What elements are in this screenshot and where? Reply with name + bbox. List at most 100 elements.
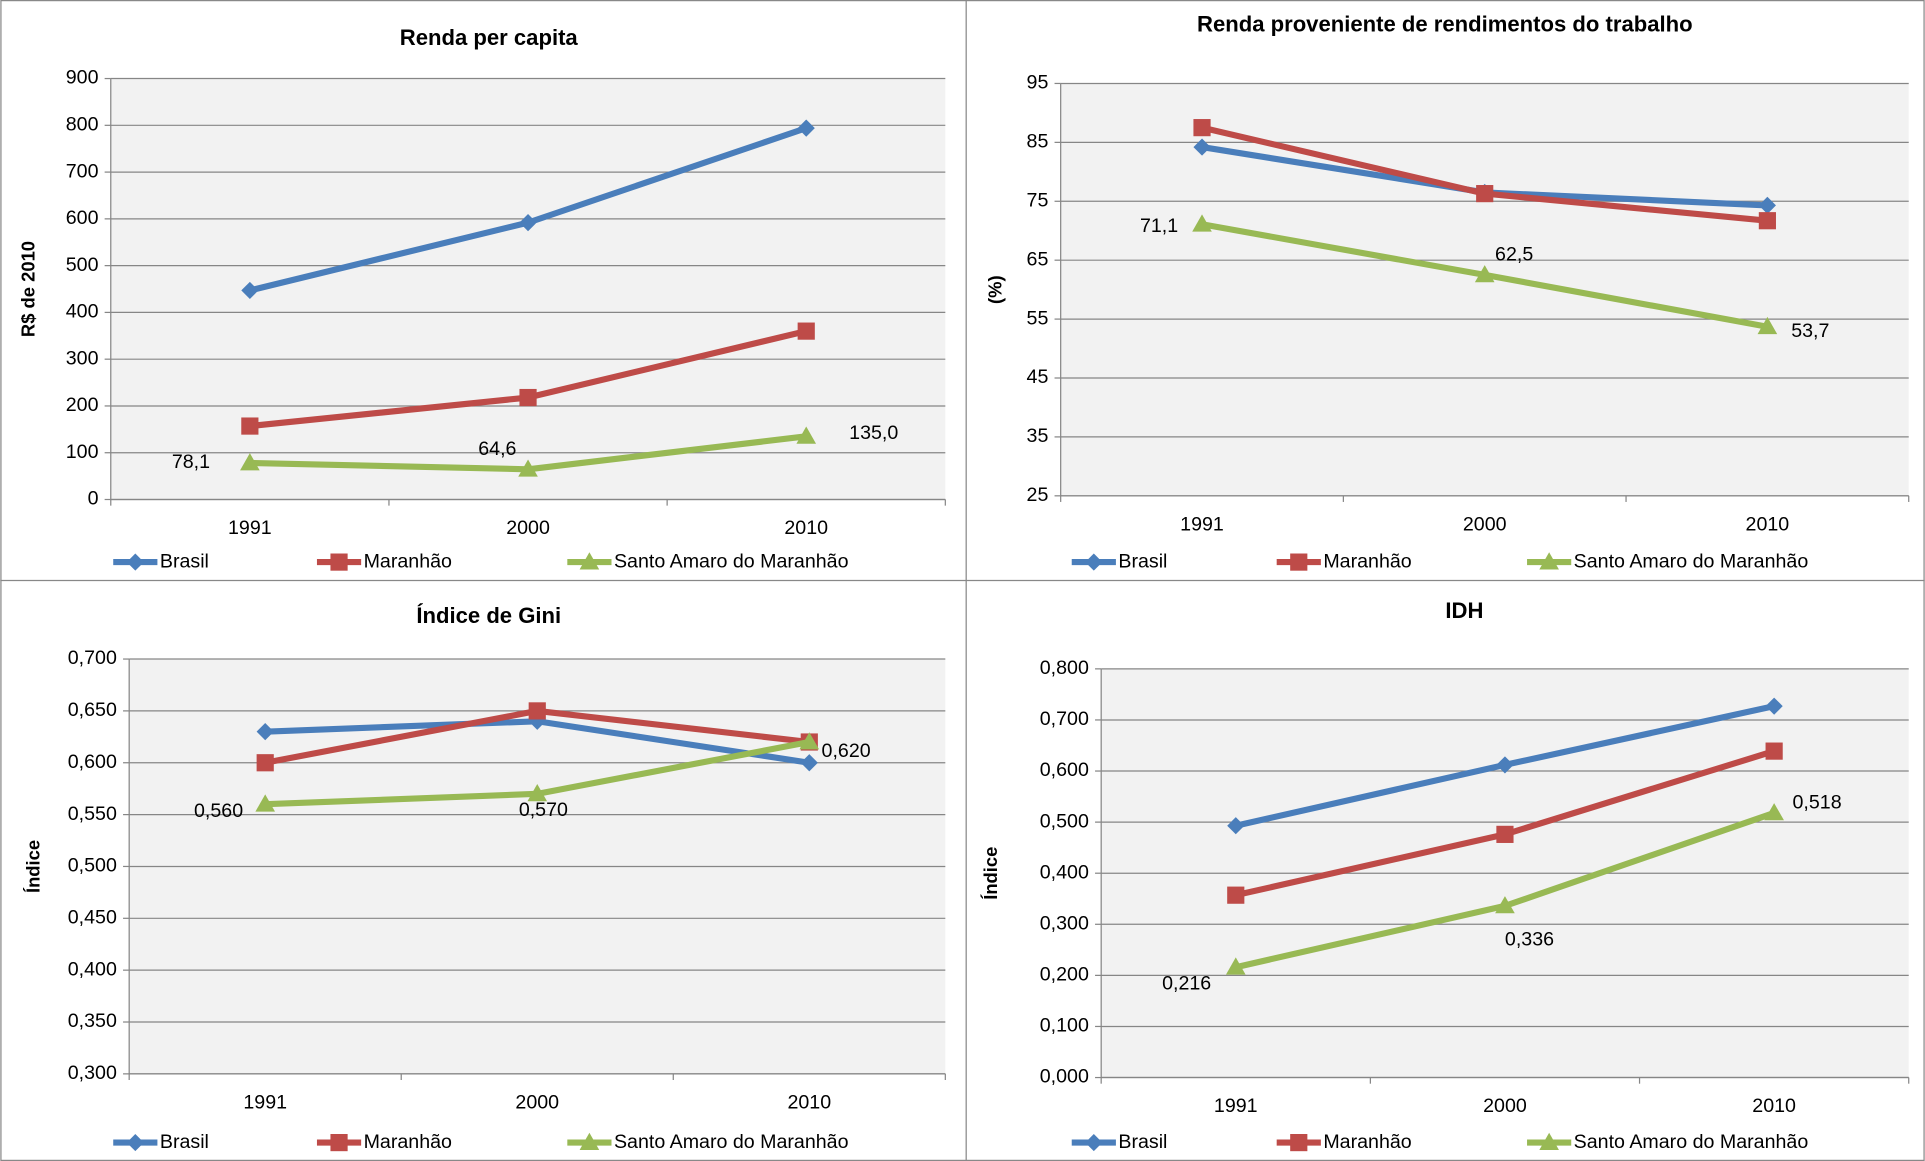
marker (519, 388, 537, 407)
y-tick-label: 600 (66, 207, 99, 229)
legend-label: Santo Amaro do Maranhão (614, 1131, 849, 1153)
y-tick-label: 55 (1027, 307, 1049, 329)
y-axis-label: Índice (980, 847, 1001, 900)
marker (330, 1134, 348, 1152)
plot-area (110, 78, 946, 500)
marker (1290, 553, 1308, 571)
y-tick-label: 0 (88, 488, 99, 510)
data-label: 0,336 (1505, 928, 1554, 950)
legend-label: Santo Amaro do Maranhão (614, 550, 849, 572)
legend-label: Brasil (1118, 1131, 1167, 1153)
y-tick-label: 0,500 (68, 855, 117, 877)
y-tick-label: 700 (66, 160, 99, 182)
legend-label: Maranhão (1323, 1131, 1411, 1153)
y-tick-label: 0,450 (68, 906, 117, 928)
marker (1539, 552, 1559, 570)
data-label: 0,518 (1793, 791, 1842, 813)
y-tick-label: 35 (1027, 425, 1049, 447)
x-tick-label: 1991 (243, 1092, 287, 1114)
y-axis-label: R$ de 2010 (18, 241, 39, 337)
marker (1227, 886, 1245, 904)
marker (579, 552, 600, 570)
y-tick-label: 85 (1027, 131, 1049, 153)
marker (1757, 316, 1778, 335)
y-tick-label: 0,800 (1040, 657, 1089, 679)
y-tick-label: 0,500 (1040, 810, 1089, 832)
data-label: 0,560 (194, 800, 243, 822)
x-tick-label: 2010 (787, 1092, 831, 1114)
marker (1290, 1134, 1308, 1152)
y-tick-label: 0,400 (1040, 861, 1089, 883)
data-label: 0,620 (822, 740, 871, 762)
y-tick-label: 0,300 (68, 1062, 117, 1084)
y-tick-label: 0,600 (1040, 759, 1089, 781)
marker (1765, 742, 1783, 760)
x-tick-label: 1991 (228, 517, 272, 539)
marker (800, 754, 818, 772)
legend-label: Brasil (160, 1131, 209, 1153)
x-tick-label: 2000 (1463, 513, 1507, 535)
y-tick-label: 75 (1027, 189, 1049, 211)
y-tick-label: 800 (66, 114, 99, 136)
marker (256, 723, 274, 741)
y-tick-label: 25 (1027, 484, 1049, 506)
data-label: 78,1 (172, 451, 210, 473)
data-label: 64,6 (478, 438, 516, 460)
y-tick-label: 0,350 (68, 1010, 117, 1032)
marker (1758, 196, 1776, 214)
y-tick-label: 0,000 (1040, 1066, 1089, 1088)
marker (1193, 119, 1211, 137)
marker (1764, 803, 1784, 821)
marker (1474, 265, 1495, 283)
x-tick-label: 2000 (1483, 1095, 1527, 1117)
y-tick-label: 0,200 (1040, 964, 1089, 986)
data-label: 0,216 (1162, 973, 1211, 995)
legend-label: Brasil (1118, 550, 1167, 572)
marker (579, 1132, 600, 1150)
marker (528, 702, 546, 720)
marker (1495, 896, 1515, 914)
legend-label: Maranhão (364, 1131, 452, 1153)
legend-label: Maranhão (364, 550, 452, 572)
x-tick-label: 2000 (515, 1092, 559, 1114)
x-tick-label: 2000 (506, 517, 550, 539)
marker (240, 453, 260, 471)
marker (796, 426, 817, 444)
y-tick-label: 0,550 (68, 803, 117, 825)
y-tick-label: 0,650 (68, 699, 117, 721)
y-tick-label: 45 (1027, 366, 1049, 388)
marker (1192, 214, 1212, 232)
y-tick-label: 0,300 (1040, 912, 1089, 934)
data-label: 135,0 (849, 422, 898, 444)
marker (255, 794, 276, 812)
x-tick-label: 1991 (1214, 1095, 1258, 1117)
marker (330, 553, 348, 571)
y-tick-label: 95 (1027, 72, 1049, 94)
y-tick-label: 0,700 (1040, 708, 1089, 730)
marker (241, 417, 259, 435)
y-tick-label: 0,700 (68, 647, 117, 669)
y-tick-label: 400 (66, 301, 99, 323)
marker (799, 732, 820, 750)
data-label: 0,570 (519, 799, 568, 821)
marker (1193, 138, 1211, 156)
chart-title: Índice de Gini (416, 603, 561, 628)
marker (1539, 1132, 1559, 1150)
y-tick-label: 500 (66, 254, 99, 276)
y-axis-label: (%) (985, 275, 1006, 304)
data-label: 53,7 (1791, 320, 1829, 342)
y-tick-label: 0,100 (1040, 1015, 1089, 1037)
marker (1496, 756, 1514, 774)
marker (797, 119, 815, 137)
marker (518, 459, 538, 477)
chart-title: Renda per capita (400, 25, 579, 50)
marker (1225, 957, 1246, 975)
marker (1476, 185, 1494, 203)
y-tick-label: 100 (66, 441, 99, 463)
marker (1496, 825, 1514, 843)
chart-title: IDH (1445, 598, 1483, 623)
y-tick-label: 0,600 (68, 751, 117, 773)
marker (797, 322, 815, 340)
marker (519, 214, 537, 232)
